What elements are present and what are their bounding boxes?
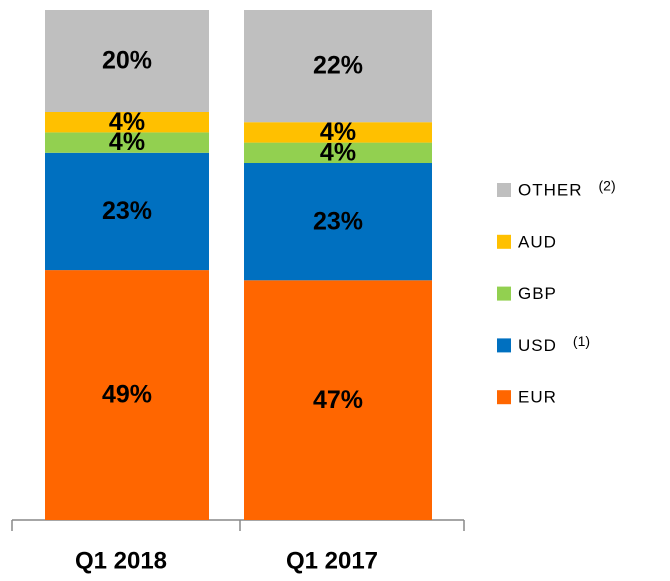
legend-swatch <box>497 390 511 405</box>
bar-segment <box>244 163 432 281</box>
legend-swatch <box>497 338 511 353</box>
data-label: 20% <box>102 47 152 75</box>
legend-label: GBP <box>518 284 557 303</box>
data-label: 4% <box>320 118 356 146</box>
legend-swatch <box>497 286 511 301</box>
legend-note: (2) <box>599 178 616 194</box>
bar-segment <box>45 112 209 133</box>
legend-label: AUD <box>518 232 557 251</box>
data-label: 23% <box>313 207 363 235</box>
data-label: 47% <box>313 386 363 414</box>
legend-note: (1) <box>573 333 590 349</box>
bar-segment <box>45 132 209 153</box>
bar-segment <box>45 10 209 112</box>
legend-swatch <box>497 183 511 197</box>
bar-segment <box>244 122 432 143</box>
data-label: 23% <box>102 197 152 225</box>
legend-label: OTHER <box>518 180 583 199</box>
data-label: 4% <box>109 108 145 136</box>
bar-segment <box>45 152 209 271</box>
legend-label: EUR <box>518 388 557 407</box>
data-label: 49% <box>102 381 152 409</box>
data-label: 4% <box>109 128 145 156</box>
legend-label: USD <box>518 336 557 355</box>
bar-segment <box>45 270 209 520</box>
data-label: 4% <box>320 138 356 166</box>
bar-segment <box>244 142 432 163</box>
x-tick-label: Q1 2018 <box>75 547 167 574</box>
bar-segment <box>244 280 432 520</box>
bar-segment <box>244 10 432 123</box>
x-tick-label: Q1 2017 <box>286 547 378 574</box>
data-label: 22% <box>313 52 363 80</box>
legend-swatch <box>497 234 511 249</box>
